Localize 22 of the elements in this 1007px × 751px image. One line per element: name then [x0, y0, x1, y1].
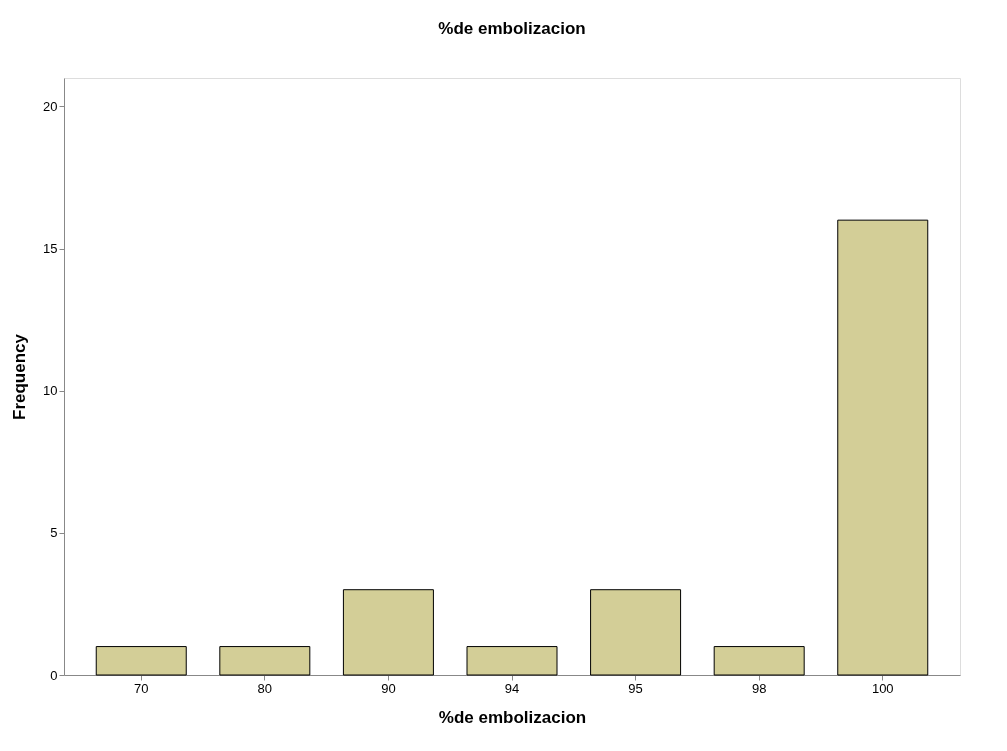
y-tick-label: 5	[50, 525, 58, 541]
bar	[219, 646, 311, 676]
bar	[590, 589, 682, 676]
x-tick-label: 70	[134, 680, 149, 696]
y-tick-label: 0	[50, 667, 58, 683]
bar	[837, 219, 929, 676]
x-axis-title: %de embolizacion	[438, 707, 587, 727]
bar	[95, 646, 187, 676]
bar	[466, 646, 558, 676]
x-tick-label: 100	[871, 680, 894, 696]
y-tick-label: 15	[43, 241, 58, 257]
bar	[342, 589, 434, 676]
x-tick-label: 98	[751, 680, 767, 696]
x-tick-label: 95	[628, 680, 643, 696]
y-axis-title: Frequency	[10, 333, 30, 420]
y-tick-label: 10	[43, 383, 58, 399]
y-tick-label: 20	[43, 98, 58, 114]
x-tick-label: 94	[504, 680, 520, 696]
chart-title: %de embolizacion	[438, 19, 586, 38]
bar	[713, 646, 805, 676]
x-tick-label: 80	[257, 680, 273, 696]
x-tick-label: 90	[381, 680, 396, 696]
